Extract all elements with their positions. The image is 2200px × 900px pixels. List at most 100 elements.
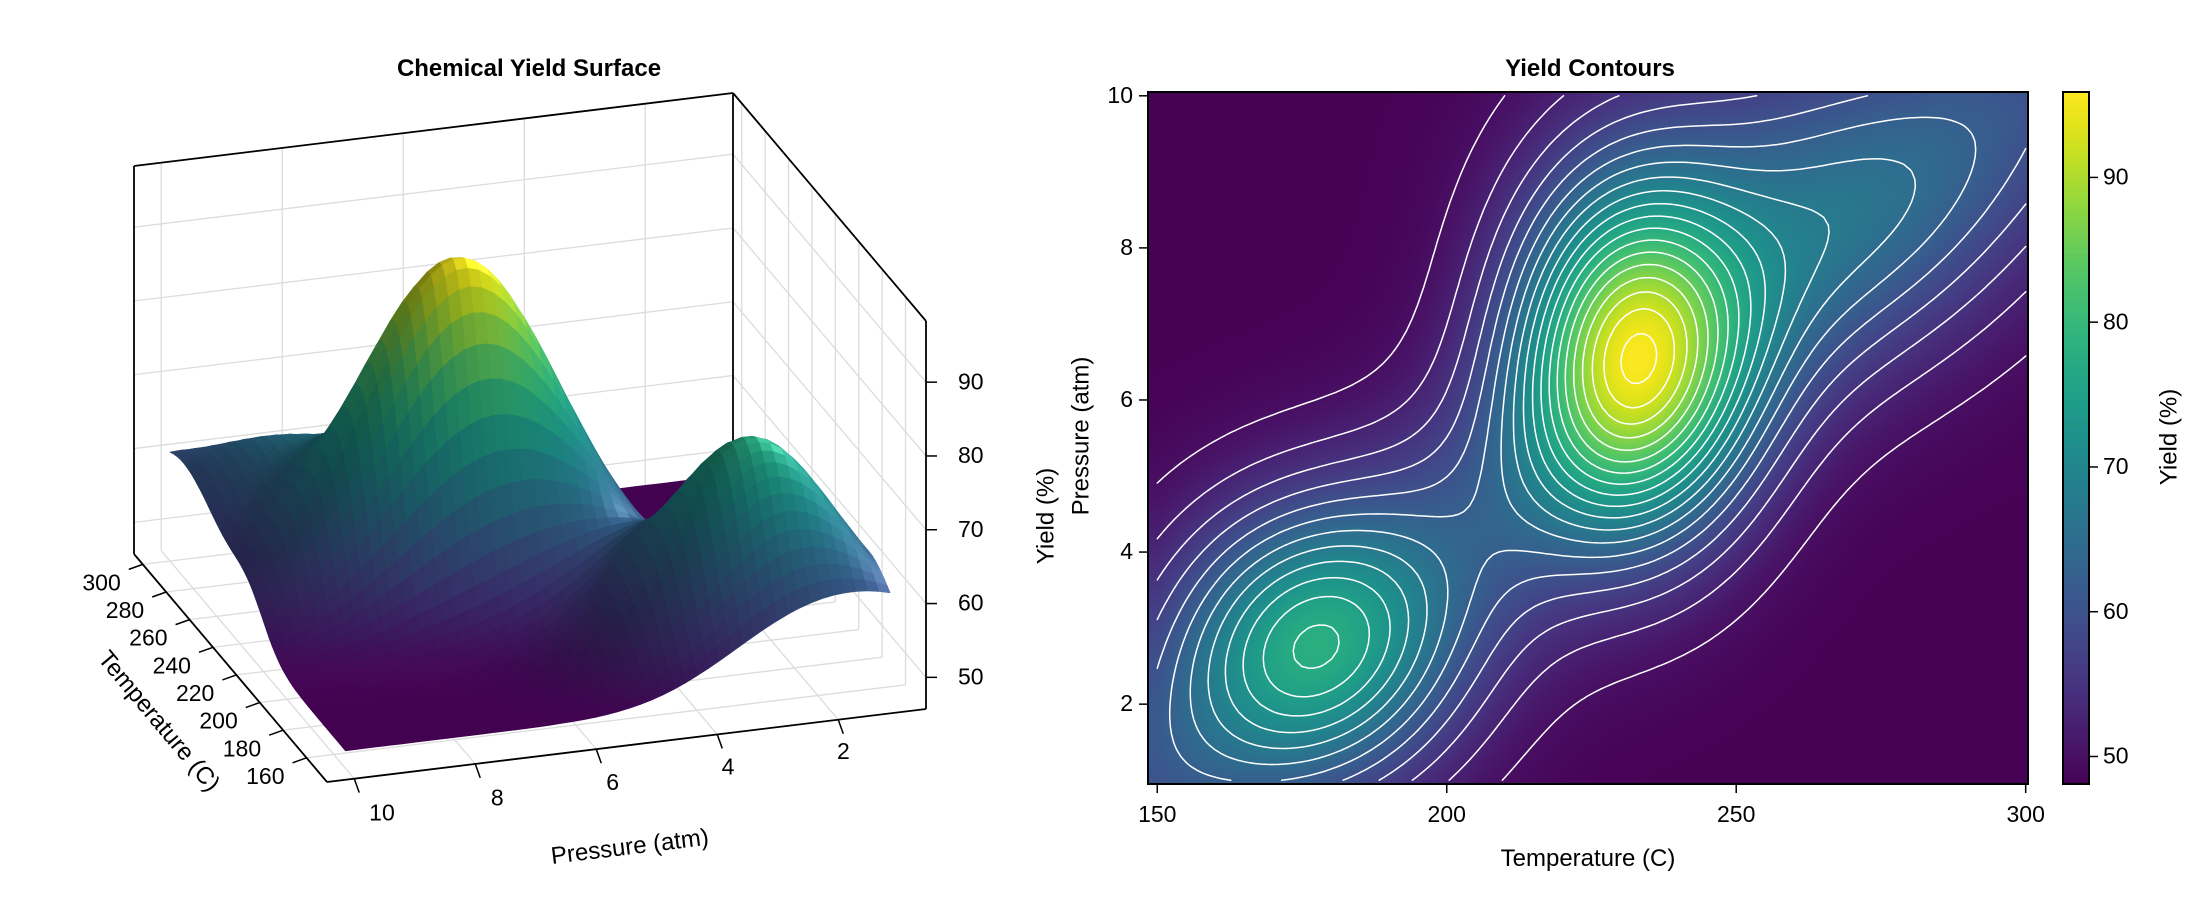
z-tick-label: 60 [958,590,984,616]
axis-line [326,708,927,783]
pressure-tick-label: 4 [722,754,735,780]
colorbar-segment [2063,224,2089,231]
pressure-tick-label: 8 [491,784,504,810]
colorbar-segment [2063,466,2089,474]
colorbar-segment [2063,495,2089,503]
colorbar-label: Yield (%) [2155,389,2182,485]
colorbar-segment [2063,778,2089,785]
side-wall-gridline [732,227,927,457]
colorbar-segment [2063,599,2089,606]
pressure-tick-label: 2 [837,738,850,764]
temperature-tick [128,563,144,571]
colorbar-segment [2063,409,2089,416]
colorbar-segment [2063,489,2089,497]
colorbar-segment [2063,697,2089,704]
colorbar-segment [2063,414,2089,422]
box-edge [133,92,734,167]
colorbar-segment [2063,259,2089,266]
colorbar-segment [2063,391,2089,399]
surface-title: Chemical Yield Surface [397,55,661,82]
colorbar-segment [2063,755,2089,762]
temperature-tick [151,591,167,598]
colorbar-tick-label: 90 [2103,163,2129,189]
colorbar-segment [2063,143,2089,151]
pressure-tick [595,748,602,764]
colorbar-segment [2063,230,2089,237]
colorbar-segment [2063,351,2089,358]
colorbar-segment [2063,674,2089,681]
pressure-tick-label: 10 [369,800,395,826]
temperature-tick-label: 220 [176,680,214,706]
colorbar-segment [2063,634,2089,641]
colorbar-segment [2063,461,2089,468]
box-edge [732,92,927,322]
colorbar-segment [2063,605,2089,612]
colorbar-segment [2063,749,2089,756]
colorbar-segment [2063,645,2089,652]
colorbar-segment [2063,334,2089,341]
contour-line [1156,95,2027,781]
colorbar-segment [2063,218,2089,226]
contour-line [1262,215,1752,698]
colorbar-segment [2063,622,2089,629]
colorbar-segment [2063,132,2089,139]
temperature-tick-label: 240 [153,652,191,678]
colorbar-segment [2063,345,2089,353]
colorbar-segment [2063,564,2089,572]
colorbar-segment [2063,97,2089,105]
colorbar-segment [2063,536,2089,543]
floor-gridline [160,550,355,780]
colorbar-tick-label: 60 [2103,598,2129,624]
colorbar-segment [2063,126,2089,133]
colorbar [2063,92,2089,785]
colorbar-segment [2063,772,2089,779]
surface-patch [342,745,358,752]
colorbar-segment [2063,374,2089,381]
colorbar-segment [2063,628,2089,635]
colorbar-segment [2063,166,2089,174]
colorbar-segment [2063,432,2089,439]
contour-xlabel: Temperature (C) [1501,845,1676,872]
temperature-tick [268,729,284,736]
temperature-tick-label: 260 [129,625,167,651]
colorbar-segment [2063,420,2089,428]
contour-lines [1156,95,2027,781]
colorbar-segment [2063,541,2089,549]
colorbar-segment [2063,714,2089,722]
colorbar-segment [2063,547,2089,554]
temperature-tick-label: 160 [246,763,284,789]
colorbar-segment [2063,443,2089,451]
colorbar-segment [2063,299,2089,306]
colorbar-segment [2063,657,2089,664]
colorbar-segment [2063,593,2089,601]
colorbar-segment [2063,236,2089,243]
colorbar-segment [2063,484,2089,491]
colorbar-segment [2063,472,2089,479]
colorbar-segment [2063,92,2089,99]
contour-ylabel-yield: Yield (%) [1032,468,1059,564]
contour-line [1603,308,1676,409]
temperature-tick-label: 300 [82,569,120,595]
colorbar-segment [2063,403,2089,410]
colorbar-segment [2063,149,2089,157]
contour-line [1556,239,1729,474]
colorbar-ticks: 50 60 70 80 90 [2089,163,2129,769]
x-tick-label: 200 [1428,801,1466,827]
colorbar-segment [2063,651,2089,658]
colorbar-segment [2063,213,2089,220]
contour-plot: Yield Contours 150 200 250 300 2 4 6 8 10 Temper… [1032,55,2182,872]
y-tick-label: 10 [1107,82,1133,108]
pressure-tick [474,763,481,779]
surface-mesh [169,257,891,752]
colorbar-segment [2063,709,2089,716]
colorbar-segment [2063,570,2089,577]
y-tick-label: 2 [1120,690,1133,716]
colorbar-segment [2063,282,2089,289]
temperature-tick [222,674,237,681]
colorbar-segment [2063,743,2089,750]
colorbar-segment [2063,161,2089,168]
colorbar-tick-label: 70 [2103,453,2129,479]
contour-line [1292,227,1740,669]
contour-line [1207,176,1830,750]
